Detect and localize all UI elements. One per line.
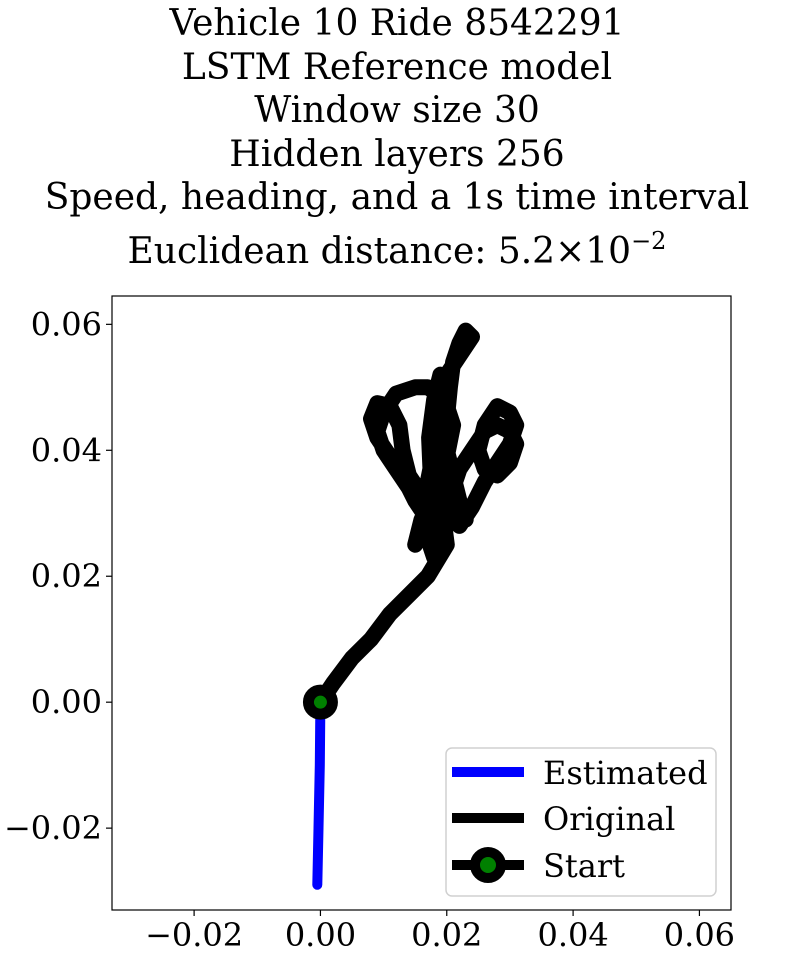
y-tick-label: −0.02 bbox=[4, 809, 102, 847]
title-line-4: Hidden layers 256 bbox=[229, 133, 565, 175]
series-layer bbox=[302, 322, 525, 890]
x-axis: −0.02 0.00 0.02 0.04 0.06 bbox=[145, 910, 735, 954]
x-tick-label: −0.02 bbox=[145, 916, 243, 954]
y-tick-label: 0.00 bbox=[31, 683, 102, 721]
chart-title: Vehicle 10 Ride 8542291 LSTM Reference m… bbox=[0, 2, 794, 273]
y-tick-label: 0.06 bbox=[31, 305, 102, 343]
x-tick-label: 0.04 bbox=[537, 916, 608, 954]
legend-label-estimated: Estimated bbox=[543, 754, 708, 792]
legend-box bbox=[445, 747, 717, 897]
y-axis: −0.02 0.00 0.02 0.04 0.06 bbox=[4, 305, 112, 847]
x-tick-label: 0.06 bbox=[664, 916, 735, 954]
legend: Estimated Original Start bbox=[445, 747, 717, 897]
legend-swatch-start-marker bbox=[470, 847, 506, 883]
title-line-5: Speed, heading, and a 1s time interval bbox=[44, 177, 750, 218]
title-line-1: Vehicle 10 Ride 8542291 bbox=[169, 3, 625, 44]
y-tick-label: 0.04 bbox=[31, 431, 102, 469]
distance-times: × bbox=[555, 230, 586, 272]
legend-label-start: Start bbox=[543, 847, 625, 885]
title-line-2: LSTM Reference model bbox=[181, 46, 613, 88]
distance-prefix: Euclidean distance: 5.2 bbox=[127, 230, 556, 272]
series-original-line bbox=[312, 322, 525, 711]
distance-exponent: −2 bbox=[631, 226, 667, 255]
x-tick-label: 0.02 bbox=[411, 916, 482, 954]
x-tick-label: 0.00 bbox=[285, 916, 356, 954]
series-estimated-line bbox=[312, 697, 326, 890]
y-tick-label: 0.02 bbox=[31, 557, 102, 595]
plot-frame bbox=[111, 295, 732, 911]
title-line-6: Euclidean distance: 5.2×10−2 bbox=[0, 220, 794, 274]
distance-base: 10 bbox=[585, 230, 632, 272]
start-marker bbox=[302, 684, 338, 720]
legend-label-original: Original bbox=[543, 800, 675, 838]
title-line-3: Window size 30 bbox=[254, 90, 540, 131]
